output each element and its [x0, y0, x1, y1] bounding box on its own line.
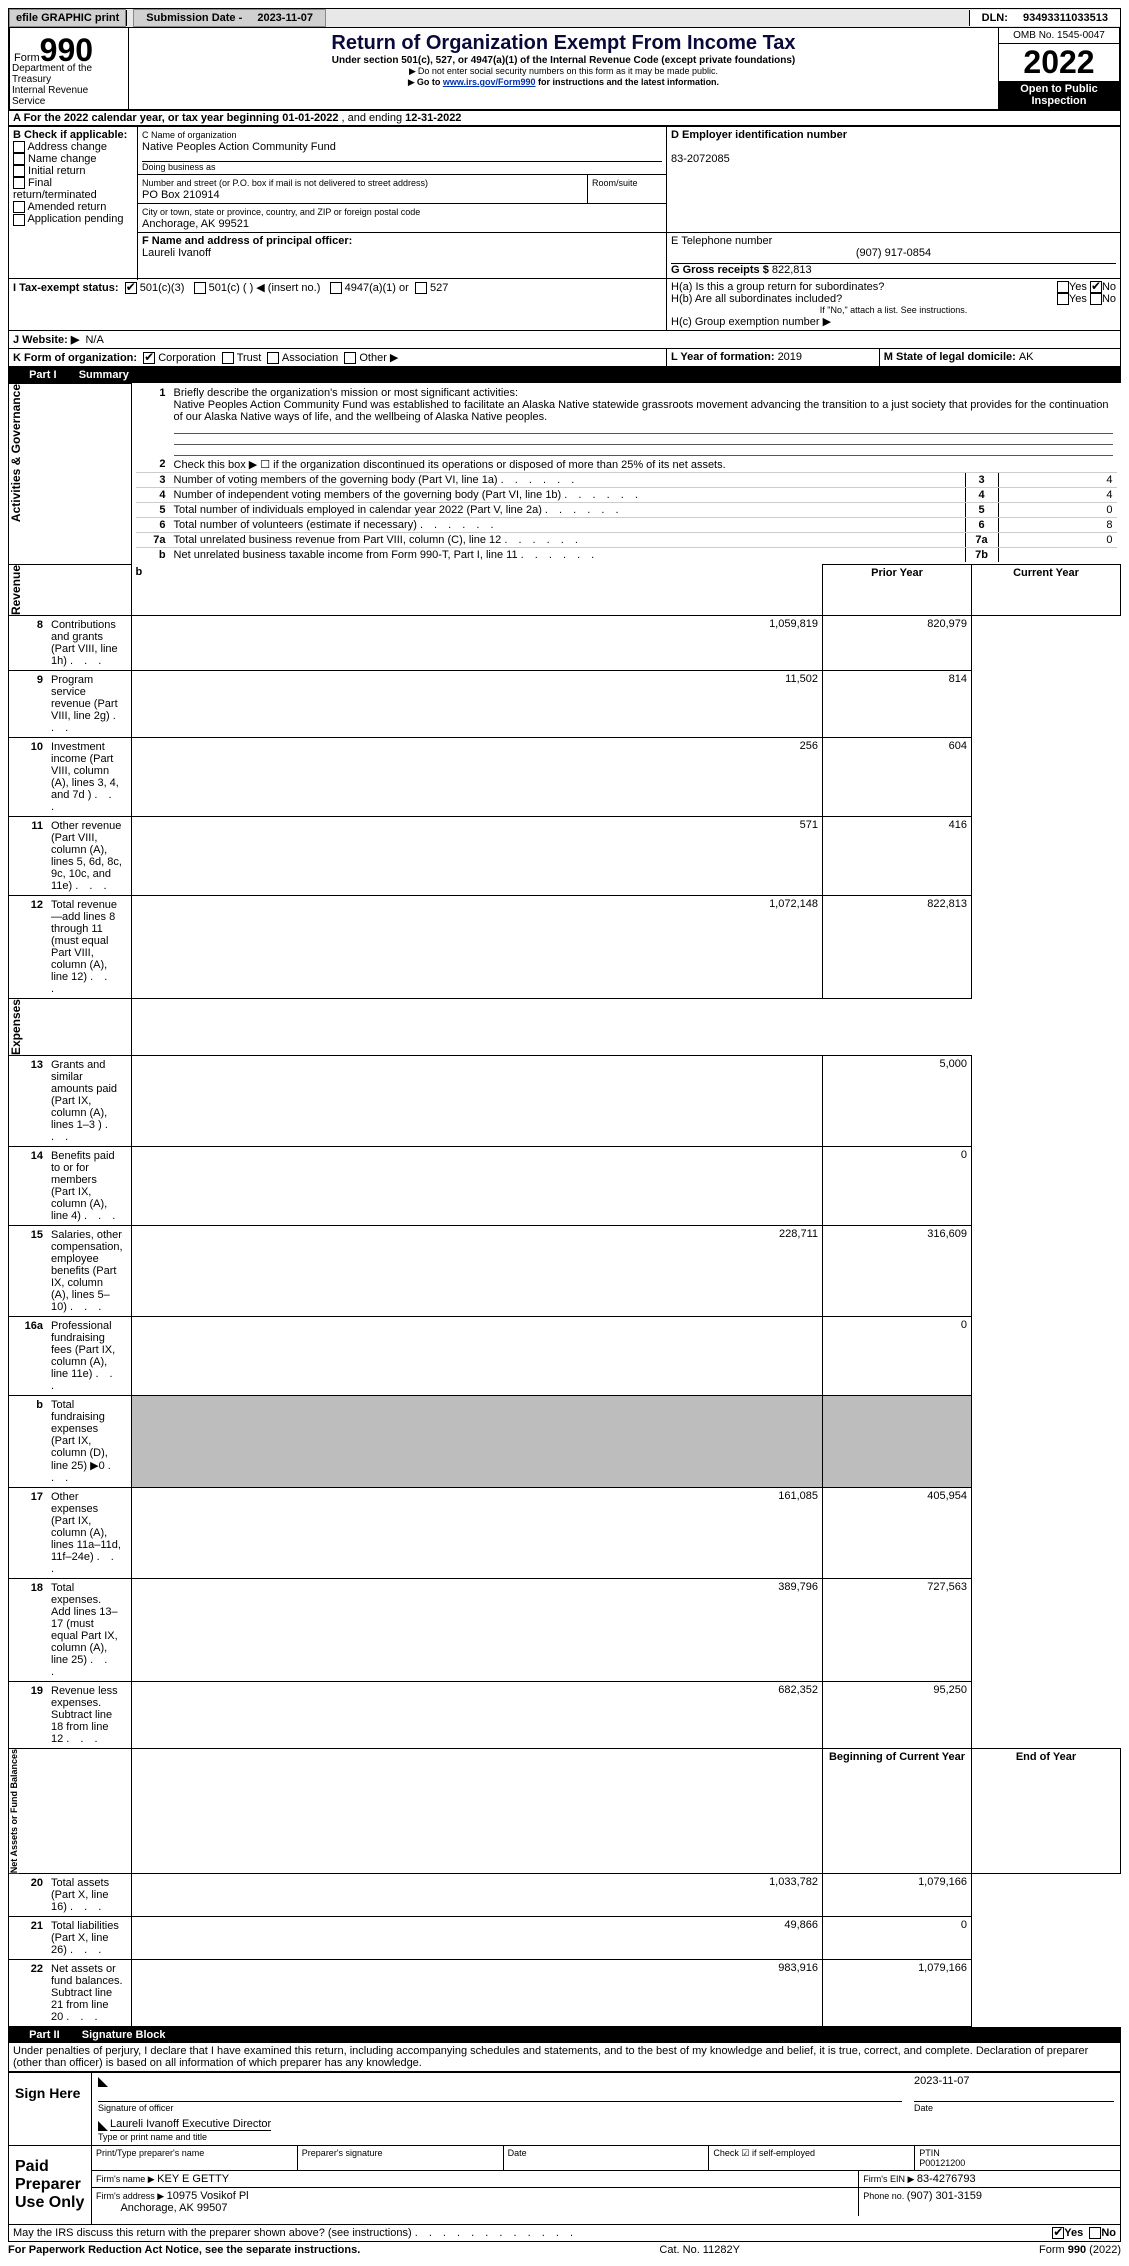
box-m: M State of legal domicile: AK	[879, 349, 1120, 367]
data-row: 21Total liabilities (Part X, line 26) . …	[9, 1917, 1121, 1960]
header-right: OMB No. 1545-0047 2022 Open to Public In…	[999, 28, 1119, 109]
footer-line: For Paperwork Reduction Act Notice, see …	[8, 2242, 1121, 2258]
data-row: 18Total expenses. Add lines 13–17 (must …	[9, 1578, 1121, 1681]
box-e-g: E Telephone number (907) 917-0854 G Gros…	[667, 233, 1121, 279]
na-sidebar: Net Assets or Fund Balances	[9, 1748, 132, 1873]
sign-here-block: Sign Here Signature of officer 2023-11-0…	[8, 2072, 1121, 2146]
data-row: 14Benefits paid to or for members (Part …	[9, 1146, 1121, 1225]
box-h: H(a) Is this a group return for subordin…	[667, 279, 1121, 331]
part2-header: Part II Signature Block	[8, 2027, 1121, 2043]
summary-row: 4Number of independent voting members of…	[136, 487, 1117, 502]
checkbox-item[interactable]: Address change	[13, 141, 133, 153]
data-row: 12Total revenue—add lines 8 through 11 (…	[9, 895, 1121, 998]
box-c-name: C Name of organization Native Peoples Ac…	[138, 127, 667, 175]
paid-header-cell: Preparer's signature	[298, 2146, 504, 2170]
box-d: D Employer identification number 83-2072…	[667, 127, 1121, 233]
form-header: Form990 Return of Organization Exempt Fr…	[8, 28, 1121, 111]
rev-sidebar: Revenue	[9, 564, 132, 615]
q1-q7: 1Briefly describe the organization's mis…	[131, 384, 1120, 564]
period-line: A For the 2022 calendar year, or tax yea…	[8, 111, 1121, 126]
form-title: Return of Organization Exempt From Incom…	[133, 32, 994, 55]
paid-header-cell: Date	[504, 2146, 710, 2170]
summary-row: 5Total number of individuals employed in…	[136, 502, 1117, 517]
summary-row: 6Total number of volunteers (estimate if…	[136, 517, 1117, 532]
omb-number: OMB No. 1545-0047	[999, 28, 1119, 44]
entity-block: B Check if applicable: Address change Na…	[8, 126, 1121, 367]
discuss-line: May the IRS discuss this return with the…	[8, 2225, 1121, 2242]
data-row: 15Salaries, other compensation, employee…	[9, 1225, 1121, 1316]
box-f: F Name and address of principal officer:…	[138, 233, 667, 279]
ag-sidebar: Activities & Governance	[9, 384, 132, 565]
header-title-block: Return of Organization Exempt From Incom…	[129, 28, 999, 109]
data-row: 9Program service revenue (Part VIII, lin…	[9, 670, 1121, 737]
data-row: 13Grants and similar amounts paid (Part …	[9, 1055, 1121, 1146]
treasury-dept: Department of the Treasury Internal Reve…	[12, 63, 112, 107]
top-toolbar: efile GRAPHIC print Submission Date - 20…	[8, 8, 1121, 28]
paid-header-cell: PTIN P00121200	[915, 2146, 1120, 2170]
irs-link[interactable]: www.irs.gov/Form990	[443, 77, 536, 87]
efile-print-button[interactable]: efile GRAPHIC print	[9, 9, 126, 27]
inspection-notice: Open to Public Inspection	[999, 81, 1119, 109]
box-k: K Form of organization: Corporation Trus…	[9, 349, 667, 367]
summary-table: Activities & Governance 1Briefly describ…	[8, 383, 1121, 2027]
submission-date-button[interactable]: Submission Date - 2023-11-07	[133, 9, 326, 27]
box-i: I Tax-exempt status: 501(c)(3) 501(c) ( …	[9, 279, 667, 331]
penalty-text: Under penalties of perjury, I declare th…	[8, 2043, 1121, 2072]
checkbox-item[interactable]: Application pending	[13, 213, 133, 225]
data-row: 20Total assets (Part X, line 16) . . . 1…	[9, 1874, 1121, 1917]
ssn-warning: Do not enter social security numbers on …	[133, 66, 994, 77]
current-year-hdr: Current Year	[972, 564, 1121, 615]
summary-row: 7aTotal unrelated business revenue from …	[136, 532, 1117, 547]
data-row: 16aProfessional fundraising fees (Part I…	[9, 1316, 1121, 1395]
data-row: 22Net assets or fund balances. Subtract …	[9, 1960, 1121, 2027]
data-row: bTotal fundraising expenses (Part IX, co…	[9, 1395, 1121, 1487]
box-l: L Year of formation: 2019	[667, 349, 880, 367]
box-j: J Website: ▶ N/A	[9, 331, 1121, 349]
prior-year-hdr: Prior Year	[823, 564, 972, 615]
data-row: 8Contributions and grants (Part VIII, li…	[9, 615, 1121, 670]
part1-header: Part I Summary	[8, 367, 1121, 383]
data-row: 11Other revenue (Part VIII, column (A), …	[9, 816, 1121, 895]
checkbox-item[interactable]: Amended return	[13, 201, 133, 213]
box-b: B Check if applicable: Address change Na…	[9, 127, 138, 279]
data-row: 19Revenue less expenses. Subtract line 1…	[9, 1681, 1121, 1748]
paid-preparer-block: Paid Preparer Use Only Print/Type prepar…	[8, 2146, 1121, 2225]
paid-header-cell: Print/Type preparer's name	[92, 2146, 298, 2170]
checkbox-item[interactable]: Final return/terminated	[13, 177, 133, 201]
tax-year: 2022	[999, 44, 1119, 81]
paid-header-cell: Check ☑ if self-employed	[709, 2146, 915, 2170]
box-c-address: Number and street (or P.O. box if mail i…	[138, 175, 667, 233]
dln-display: DLN: 93493311033513	[969, 10, 1120, 26]
data-row: 10Investment income (Part VIII, column (…	[9, 737, 1121, 816]
data-row: 17Other expenses (Part IX, column (A), l…	[9, 1487, 1121, 1578]
checkbox-item[interactable]: Name change	[13, 153, 133, 165]
summary-row: bNet unrelated business taxable income f…	[136, 547, 1117, 562]
form-subtitle: Under section 501(c), 527, or 4947(a)(1)…	[133, 55, 994, 66]
exp-sidebar: Expenses	[9, 998, 132, 1055]
summary-row: 3Number of voting members of the governi…	[136, 472, 1117, 487]
checkbox-item[interactable]: Initial return	[13, 165, 133, 177]
